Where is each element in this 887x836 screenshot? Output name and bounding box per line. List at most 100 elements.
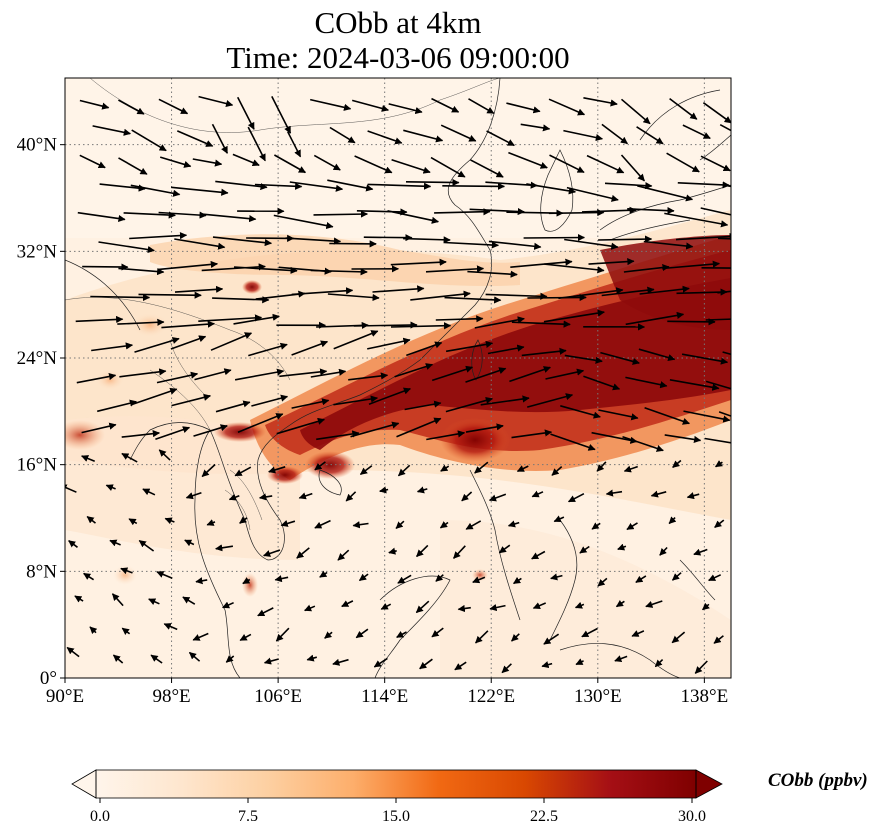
wind-arrow xyxy=(520,123,551,132)
wind-arrow xyxy=(489,604,506,612)
wind-arrow xyxy=(625,376,668,389)
wind-arrow xyxy=(636,126,664,145)
concentration-field xyxy=(65,78,731,678)
wind-arrow xyxy=(631,630,645,637)
wind-arrow xyxy=(92,125,132,136)
wind-arrow xyxy=(714,460,723,468)
wind-arrow xyxy=(623,263,670,273)
wind-arrow xyxy=(425,265,485,273)
wind-arrow xyxy=(677,181,730,189)
wind-arrow xyxy=(158,211,207,219)
chart-subtitle-time: Time: 2024-03-06 09:00:00 xyxy=(226,40,570,75)
wind-arrow xyxy=(298,492,313,500)
wind-arrow xyxy=(316,430,360,441)
wind-arrow xyxy=(350,421,400,438)
wind-arrow xyxy=(453,545,466,559)
wind-arrow xyxy=(702,602,710,611)
wind-arrow xyxy=(596,461,607,472)
wind-arrow xyxy=(510,258,573,268)
wind-arrow xyxy=(254,182,303,190)
wind-arrow xyxy=(387,210,440,224)
x-tick-label: 106°E xyxy=(254,686,302,707)
wind-arrow xyxy=(391,158,431,174)
wind-arrow xyxy=(659,546,668,556)
wind-arrow xyxy=(247,126,266,162)
wind-arrow xyxy=(176,130,214,147)
wind-arrow xyxy=(406,341,443,357)
wind-arrow xyxy=(705,380,731,390)
colorbar-label: CObb (ppbv) xyxy=(768,770,868,791)
plot-frame xyxy=(64,77,732,679)
wind-arrow xyxy=(488,240,542,250)
wind-arrow xyxy=(511,633,520,642)
wind-arrow xyxy=(532,602,547,609)
wind-arrow xyxy=(355,628,369,639)
wind-arrow xyxy=(291,287,354,296)
wind-arrow xyxy=(591,522,601,530)
wind-arrow xyxy=(683,410,731,423)
wind-arrow xyxy=(560,405,601,419)
wind-arrow xyxy=(76,372,117,384)
wind-arrow xyxy=(296,547,310,559)
wind-arrow xyxy=(442,182,506,190)
wind-arrow xyxy=(225,655,235,663)
wind-arrow xyxy=(134,337,180,353)
wind-arrow xyxy=(550,573,563,581)
wind-arrow xyxy=(526,393,574,408)
wind-arrow xyxy=(86,515,96,524)
wind-arrow xyxy=(215,544,234,552)
wind-arrow xyxy=(465,520,482,530)
wind-arrow xyxy=(188,651,201,662)
wind-arrow xyxy=(671,572,682,581)
wind-arrow xyxy=(233,313,280,325)
wind-arrow xyxy=(185,491,202,500)
wind-arrow xyxy=(431,365,474,382)
wind-arrow xyxy=(531,490,544,498)
x-tick-label: 138°E xyxy=(681,686,729,707)
wind-arrow xyxy=(719,123,731,132)
wind-arrow xyxy=(121,452,138,463)
wind-arrow xyxy=(705,318,731,321)
wind-arrow xyxy=(156,371,199,384)
wind-arrow xyxy=(669,97,698,120)
wind-arrow xyxy=(454,661,467,671)
wind-arrow xyxy=(327,293,380,302)
wind-arrow xyxy=(702,102,731,124)
y-tick-label: 16°N xyxy=(17,455,58,476)
wind-arrow xyxy=(681,353,729,365)
wind-arrow xyxy=(682,124,711,140)
wind-arrow xyxy=(291,340,329,356)
wind-arrow xyxy=(604,182,653,190)
wind-arrow xyxy=(234,466,252,477)
wind-arrow xyxy=(171,393,211,407)
wind-arrow xyxy=(598,235,653,243)
wind-arrow xyxy=(65,484,77,493)
wind-arrow xyxy=(521,347,567,357)
wind-arrow xyxy=(251,394,289,407)
wind-arrow xyxy=(79,154,106,169)
wind-arrow xyxy=(410,290,471,301)
wind-arrow xyxy=(130,184,181,197)
wind-arrow xyxy=(194,368,232,381)
wind-arrow xyxy=(553,515,565,523)
wind-arrow xyxy=(123,211,176,219)
wind-arrow xyxy=(700,155,731,172)
wind-arrow xyxy=(626,522,638,531)
wind-arrow xyxy=(485,292,548,300)
wind-arrow xyxy=(310,368,347,378)
wind-arrow xyxy=(138,539,155,552)
wind-arrow xyxy=(163,623,178,631)
wind-arrow xyxy=(637,185,694,202)
wind-arrow xyxy=(426,430,466,441)
wind-arrow xyxy=(358,573,369,582)
wind-arrow xyxy=(415,600,430,614)
wind-arrow xyxy=(581,206,637,214)
wind-arrow xyxy=(541,661,553,669)
wind-arrow xyxy=(215,400,251,413)
colorbar-tick-label: 0.0 xyxy=(90,808,110,825)
wind-arrow xyxy=(89,626,98,635)
wind-arrow xyxy=(439,521,449,529)
wind-arrow xyxy=(367,182,432,190)
wind-arrow xyxy=(627,207,675,215)
